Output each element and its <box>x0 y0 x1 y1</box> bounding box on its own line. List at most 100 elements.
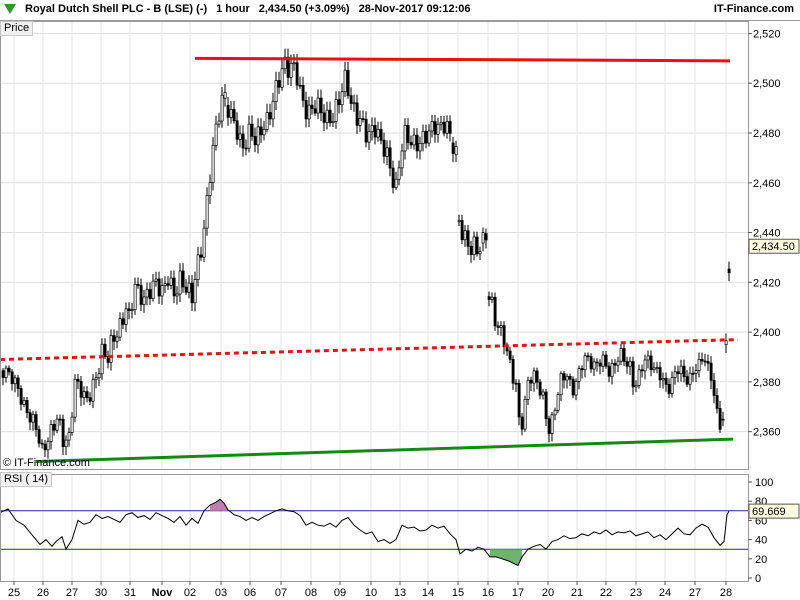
price-candle <box>10 371 14 385</box>
price-candle <box>577 368 581 382</box>
date-tick-label: 14 <box>422 587 434 599</box>
price-candle <box>160 285 164 297</box>
price-candle <box>682 365 686 377</box>
mid-trendline <box>0 338 739 361</box>
price-candle <box>229 109 233 118</box>
price-candle <box>700 359 704 362</box>
price-candle <box>241 133 245 149</box>
date-tick-label: 25 <box>8 587 20 599</box>
price-candle <box>718 408 722 430</box>
price-candle <box>364 118 368 143</box>
price-candle <box>502 325 506 348</box>
price-candle <box>91 379 95 402</box>
price-candle <box>34 414 38 430</box>
price-candle <box>25 400 29 414</box>
price-candle <box>631 361 635 388</box>
price-candle <box>532 370 536 384</box>
price-candle <box>31 414 35 423</box>
price-candle <box>49 424 53 442</box>
price-candle <box>640 369 644 372</box>
price-candle <box>613 363 617 366</box>
price-candle <box>712 379 716 396</box>
price-candle <box>193 279 197 304</box>
date-tick-label: 17 <box>512 587 524 599</box>
price-candle <box>484 233 488 241</box>
price-candle <box>52 424 56 431</box>
price-candle <box>223 92 227 99</box>
price-candle <box>427 130 431 144</box>
price-candle <box>46 441 50 451</box>
last-price-value: 2,434.50 <box>752 241 795 253</box>
trendlines <box>0 56 739 464</box>
price-candle <box>580 368 584 371</box>
resistance-trendline <box>194 56 731 63</box>
price-candle <box>271 101 275 120</box>
price-tick-label: 2,520 <box>753 28 781 40</box>
rsi-tick-label: 40 <box>755 535 767 547</box>
price-candle <box>466 230 470 247</box>
price-candle <box>406 125 410 143</box>
price-candle <box>157 278 161 297</box>
price-candle <box>127 308 131 311</box>
price-candle <box>190 282 194 304</box>
price-candle <box>181 270 185 288</box>
price-tick-label: 2,440 <box>753 228 781 240</box>
price-candle <box>514 382 518 385</box>
date-tick-label: 26 <box>37 587 49 599</box>
price-candle <box>79 380 83 398</box>
price-candle <box>13 377 17 385</box>
price-candle <box>508 350 512 360</box>
price-candle <box>295 62 299 86</box>
price-candle <box>163 283 167 286</box>
price-candle <box>595 361 599 364</box>
price-candle <box>352 102 356 105</box>
price-candle <box>400 150 404 169</box>
price-candle <box>148 289 152 299</box>
price-candle <box>373 125 377 138</box>
price-candle <box>112 335 116 342</box>
price-candle <box>655 367 659 369</box>
price-candle <box>178 270 182 295</box>
price-candle <box>376 129 380 138</box>
price-candle <box>550 414 554 434</box>
price-candle <box>214 123 218 146</box>
date-tick-label: 03 <box>215 587 227 599</box>
price-candle <box>325 109 329 123</box>
price-candle <box>706 361 710 364</box>
price-candle <box>481 232 485 244</box>
price-candle <box>361 118 365 120</box>
price-candle <box>529 379 533 384</box>
price-candle <box>496 325 500 328</box>
price-candle <box>121 318 125 325</box>
price-candle <box>625 361 629 367</box>
price-tick-label: 2,480 <box>753 128 781 140</box>
price-candle <box>139 285 143 305</box>
price-tick-label: 2,400 <box>753 327 781 339</box>
rsi-panel-frame <box>0 474 749 582</box>
price-candle <box>85 391 89 399</box>
price-candle <box>211 145 215 183</box>
brand-logo-icon <box>4 4 16 14</box>
price-candle <box>574 381 578 396</box>
price-candle <box>646 355 650 361</box>
price-candle <box>184 286 188 293</box>
price-candle <box>19 388 23 405</box>
price-candle <box>448 121 452 134</box>
price-candle <box>724 340 728 345</box>
price-candles <box>1 48 731 459</box>
price-candle <box>688 372 692 385</box>
rsi-tick-label: 0 <box>755 573 761 585</box>
rsi-overbought-fill <box>210 499 228 511</box>
price-candle <box>520 416 524 430</box>
price-candle <box>388 147 392 169</box>
date-tick-label: 09 <box>334 587 346 599</box>
price-candle <box>628 361 632 367</box>
price-candle <box>652 367 656 371</box>
copyright-text: © IT-Finance.com <box>3 457 90 469</box>
price-candle <box>610 363 614 377</box>
price-candle <box>238 133 242 140</box>
price-candle <box>463 230 467 241</box>
price-candle <box>130 309 134 312</box>
price-candle <box>235 120 239 140</box>
